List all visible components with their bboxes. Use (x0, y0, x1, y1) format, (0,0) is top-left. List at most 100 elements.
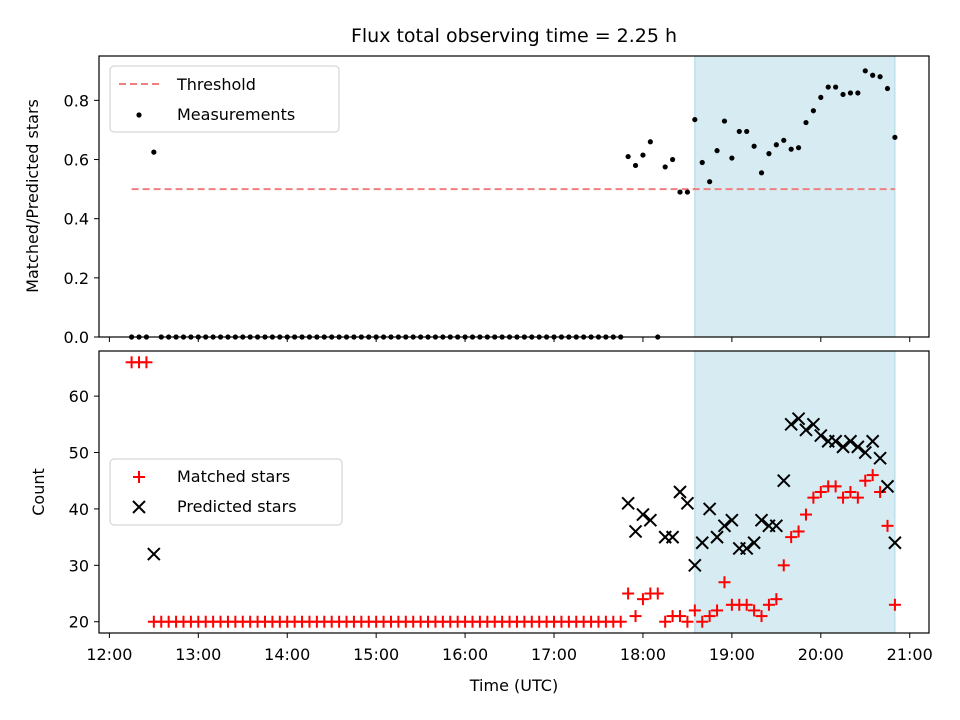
x-axis-label: Time (UTC) (469, 676, 558, 695)
matched-star-point (844, 486, 857, 498)
top-y-tick-label: 0.2 (64, 269, 89, 288)
measurement-point (151, 149, 157, 155)
matched-star-point (659, 615, 672, 628)
matched-star-point (859, 474, 872, 487)
bottom-y-tick-label: 20 (69, 613, 89, 632)
legend-predicted-label: Predicted stars (177, 497, 297, 516)
legend-matched-swatch (133, 471, 145, 483)
measurement-point (758, 170, 765, 176)
measurement-point (625, 153, 631, 160)
top-y-tick-label: 0.8 (64, 91, 89, 110)
matched-star-point (881, 519, 894, 532)
top-y-tick-label: 0.4 (64, 210, 89, 229)
predicted-star-point (739, 541, 754, 556)
matched-star-point (636, 593, 649, 606)
matched-star-point (799, 508, 812, 521)
matched-star-point (740, 598, 753, 611)
matched-star-point (785, 531, 798, 544)
x-tick-label: 12:00 (86, 645, 132, 664)
measurement-point (736, 128, 742, 135)
matched-star-point (814, 486, 827, 498)
measurement-point (669, 156, 676, 163)
predicted-star-point (799, 423, 813, 437)
predicted-star-point (851, 440, 865, 454)
predicted-star-point (865, 434, 880, 448)
measurement-point (862, 68, 868, 74)
measurement-point (818, 94, 824, 101)
predicted-star-point (702, 502, 717, 516)
predicted-star-point (747, 536, 761, 550)
bottom-y-tick-label: 50 (69, 444, 89, 463)
matched-star-point (711, 604, 724, 617)
matched-star-point (140, 356, 153, 369)
matched-star-point (755, 610, 768, 623)
predicted-star-point (710, 530, 724, 544)
matched-star-point (807, 491, 820, 504)
measurement-point (640, 152, 646, 158)
x-tick-label: 21:00 (887, 645, 933, 664)
predicted-star-point (665, 530, 680, 544)
predicted-star-point (784, 417, 798, 432)
matched-star-point (688, 604, 701, 617)
top-shaded-span (694, 55, 896, 338)
bottom-shaded-span (694, 350, 896, 634)
measurement-point (877, 74, 883, 80)
predicted-star-point (873, 451, 887, 465)
x-tick-label: 18:00 (620, 645, 666, 664)
measurement-point (677, 189, 683, 195)
predicted-star-point (791, 411, 806, 426)
measurement-point (647, 139, 653, 145)
matched-star-point (851, 491, 864, 504)
x-tick-label: 17:00 (531, 645, 577, 664)
measurement-point (766, 151, 772, 157)
measurement-point (825, 84, 831, 90)
measurement-point (788, 146, 794, 152)
x-tick-label: 20:00 (798, 645, 844, 664)
predicted-star-point (621, 496, 635, 510)
measurement-point (795, 145, 802, 151)
bottom-legend: Matched stars Predicted stars (109, 458, 343, 526)
predicted-star-point (828, 434, 843, 448)
matched-star-point (622, 587, 635, 600)
measurement-point (810, 108, 816, 114)
matched-star-point (866, 469, 879, 482)
measurement-point (870, 72, 876, 78)
predicted-star-point (777, 474, 791, 488)
measurement-point (751, 143, 757, 149)
top-legend: Threshold Measurements (109, 65, 340, 133)
bottom-y-axis-label: Count (29, 468, 48, 516)
legend-measurement-swatch (136, 112, 142, 118)
predicted-star-point (673, 485, 687, 499)
measurement-point (781, 137, 787, 143)
measurement-point (773, 142, 779, 148)
predicted-star-point (843, 434, 858, 448)
predicted-star-point (754, 513, 769, 527)
legend-predicted-swatch (132, 500, 146, 514)
top-y-tick-label: 0.6 (64, 151, 89, 170)
matched-star-point (696, 615, 709, 628)
bottom-y-tick-label: 60 (69, 387, 89, 406)
matched-star-point (651, 587, 664, 600)
predicted-star-point (806, 417, 821, 432)
predicted-star-point (636, 507, 650, 522)
matched-star-point (748, 604, 761, 617)
matched-star-point (874, 486, 887, 498)
predicted-star-point (814, 428, 828, 443)
measurement-point (803, 119, 809, 126)
x-tick-label: 13:00 (175, 645, 221, 664)
matched-star-point (614, 615, 627, 628)
measurement-point (692, 116, 698, 123)
matched-star-point (792, 525, 805, 538)
legend-threshold-label: Threshold (176, 75, 256, 94)
matched-star-point (829, 480, 842, 493)
measurement-point (855, 90, 861, 96)
matched-star-point (674, 610, 686, 623)
measurement-point (744, 128, 750, 135)
measurement-point (884, 85, 891, 92)
measurement-point (847, 90, 854, 96)
legend-matched-label: Matched stars (177, 467, 290, 486)
measurement-point (632, 162, 639, 169)
measurement-point (714, 148, 720, 154)
predicted-star-point (769, 519, 784, 533)
